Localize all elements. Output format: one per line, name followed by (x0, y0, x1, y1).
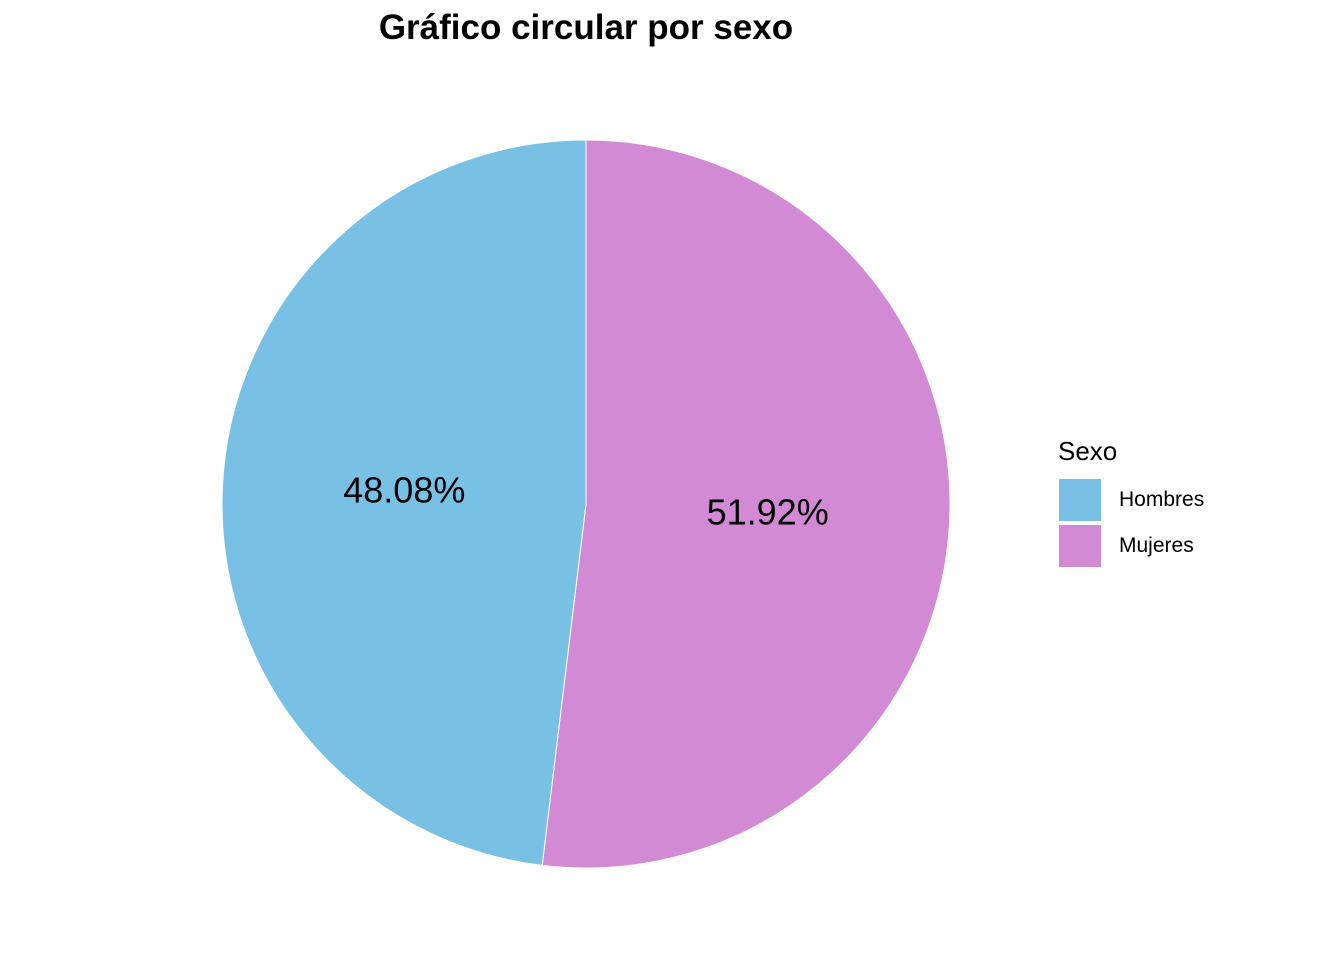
legend: Sexo Hombres Mujeres (1058, 436, 1204, 569)
pie-label-mujeres: 51.92% (707, 491, 829, 532)
chart-title: Gráfico circular por sexo (378, 8, 794, 47)
legend-item-hombres: Hombres (1058, 477, 1204, 523)
pie-slice-mujeres (541, 139, 951, 869)
pie-label-hombres: 48.08% (343, 470, 465, 511)
legend-label-mujeres: Mujeres (1119, 534, 1194, 557)
legend-item-mujeres: Mujeres (1058, 523, 1204, 569)
legend-title: Sexo (1058, 436, 1118, 466)
legend-swatch-mujeres (1058, 524, 1102, 568)
pie-slice-hombres (221, 139, 587, 866)
legend-label-hombres: Hombres (1119, 488, 1205, 511)
legend-swatch-hombres (1058, 478, 1102, 522)
